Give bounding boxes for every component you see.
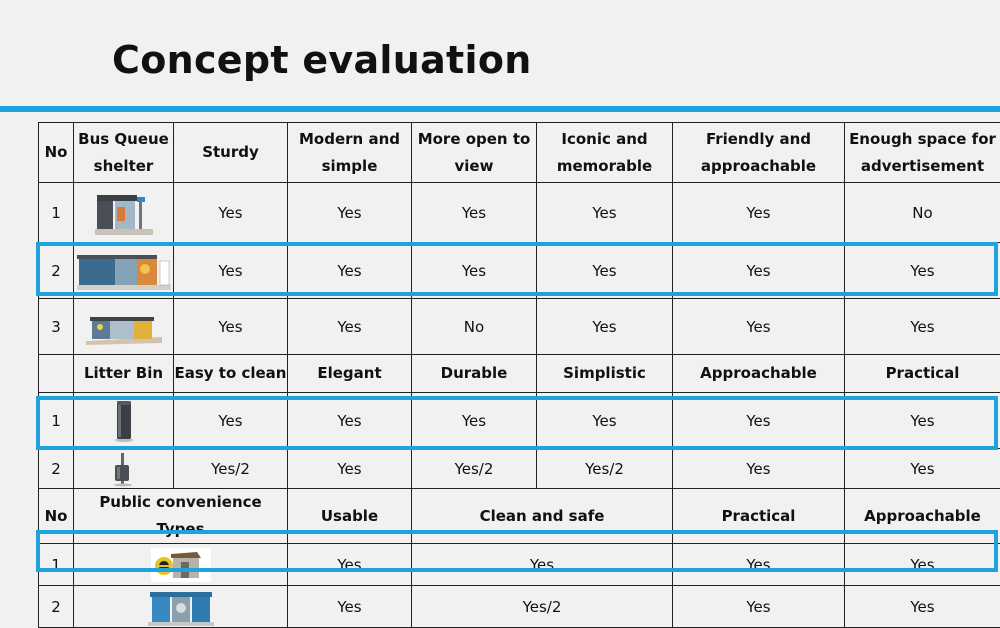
cell-value: Yes/2 bbox=[174, 449, 288, 489]
title-divider bbox=[0, 106, 1000, 112]
bus-shelter-1-image bbox=[74, 183, 174, 243]
table-row: 1 Yes Yes Yes Yes Yes No bbox=[39, 183, 1000, 243]
cell-value: Yes bbox=[673, 449, 845, 489]
col-header-approachable: Approachable bbox=[673, 355, 845, 393]
cell-value: Yes bbox=[174, 393, 288, 449]
row-number: 3 bbox=[39, 299, 74, 355]
cell-value: Yes bbox=[537, 393, 673, 449]
cell-value: Yes bbox=[537, 243, 673, 299]
cell-value: Yes bbox=[288, 243, 412, 299]
cell-value: Yes bbox=[673, 183, 845, 243]
cell-value: Yes bbox=[288, 299, 412, 355]
cell-value: Yes bbox=[673, 586, 845, 628]
cell-value: Yes bbox=[412, 183, 537, 243]
cell-value: Yes bbox=[673, 393, 845, 449]
col-header-modern-and-simple: Modern and simple bbox=[288, 123, 412, 183]
cell-value: Yes bbox=[288, 393, 412, 449]
bus-header-row: No Bus Queue shelter Sturdy Modern and s… bbox=[39, 123, 1000, 183]
cell-value: Yes bbox=[174, 183, 288, 243]
col-header-simplistic: Simplistic bbox=[537, 355, 673, 393]
table-row: 2 Yes Yes Yes Yes Yes Yes bbox=[39, 243, 1000, 299]
cell-value: Yes bbox=[288, 449, 412, 489]
col-header-friendly-and-approachable: Friendly and approachable bbox=[673, 123, 845, 183]
cell-value: Yes bbox=[537, 299, 673, 355]
bin-header-row: Litter Bin Easy to clean Elegant Durable… bbox=[39, 355, 1000, 393]
cell-value: Yes bbox=[845, 299, 1000, 355]
bus-shelter-3-image bbox=[74, 299, 174, 355]
page-title: Concept evaluation bbox=[112, 38, 532, 82]
col-header-durable: Durable bbox=[412, 355, 537, 393]
cell-value: Yes/2 bbox=[412, 586, 673, 628]
col-header-enough-space-for-advertisement: Enough space for advertisement bbox=[845, 123, 1000, 183]
cell-value: Yes/2 bbox=[537, 449, 673, 489]
table-row: 1 Yes Yes Yes Yes bbox=[39, 544, 1000, 586]
table-row: 3 Yes Yes No Yes Yes Yes bbox=[39, 299, 1000, 355]
cell-value: Yes bbox=[412, 393, 537, 449]
public-convenience-1-image bbox=[74, 544, 288, 586]
row-number: 1 bbox=[39, 393, 74, 449]
cell-value: Yes bbox=[288, 586, 412, 628]
col-header-blank bbox=[39, 355, 74, 393]
col-header-sturdy: Sturdy bbox=[174, 123, 288, 183]
cell-value: Yes bbox=[845, 544, 1000, 586]
cell-value: No bbox=[845, 183, 1000, 243]
col-header-public-convenience-types: Public convenience Types bbox=[74, 489, 288, 544]
cell-value: Yes bbox=[673, 243, 845, 299]
table-row: 2 Yes/2 Yes Yes/2 Yes/2 Yes Yes bbox=[39, 449, 1000, 489]
litter-bin-2-image bbox=[74, 449, 174, 489]
col-header-easy-to-clean: Easy to clean bbox=[174, 355, 288, 393]
cell-value: Yes bbox=[537, 183, 673, 243]
evaluation-table: No Bus Queue shelter Sturdy Modern and s… bbox=[38, 122, 1000, 628]
col-header-approachable: Approachable bbox=[845, 489, 1000, 544]
col-header-bus-queue-shelter: Bus Queue shelter bbox=[74, 123, 174, 183]
litter-bin-1-image bbox=[74, 393, 174, 449]
cell-value: Yes bbox=[673, 299, 845, 355]
cell-value: No bbox=[412, 299, 537, 355]
col-header-no: No bbox=[39, 489, 74, 544]
col-header-practical: Practical bbox=[845, 355, 1000, 393]
cell-value: Yes bbox=[412, 243, 537, 299]
row-number: 1 bbox=[39, 544, 74, 586]
cell-value: Yes bbox=[174, 299, 288, 355]
col-header-litter-bin: Litter Bin bbox=[74, 355, 174, 393]
cell-value: Yes bbox=[288, 544, 412, 586]
col-header-more-open-to-view: More open to view bbox=[412, 123, 537, 183]
public-convenience-2-image bbox=[74, 586, 288, 628]
row-number: 2 bbox=[39, 449, 74, 489]
row-number: 1 bbox=[39, 183, 74, 243]
cell-value: Yes bbox=[845, 243, 1000, 299]
toilet-header-row: No Public convenience Types Usable Clean… bbox=[39, 489, 1000, 544]
cell-value: Yes bbox=[288, 183, 412, 243]
bus-shelter-2-image bbox=[74, 243, 174, 299]
cell-value: Yes bbox=[673, 544, 845, 586]
col-header-practical: Practical bbox=[673, 489, 845, 544]
col-header-clean-and-safe: Clean and safe bbox=[412, 489, 673, 544]
cell-value: Yes bbox=[845, 449, 1000, 489]
col-header-iconic-and-memorable: Iconic and memorable bbox=[537, 123, 673, 183]
row-number: 2 bbox=[39, 586, 74, 628]
col-header-elegant: Elegant bbox=[288, 355, 412, 393]
row-number: 2 bbox=[39, 243, 74, 299]
cell-value: Yes/2 bbox=[412, 449, 537, 489]
table-row: 2 Yes Yes/2 Yes Yes bbox=[39, 586, 1000, 628]
col-header-usable: Usable bbox=[288, 489, 412, 544]
cell-value: Yes bbox=[412, 544, 673, 586]
cell-value: Yes bbox=[845, 393, 1000, 449]
table-row: 1 Yes Yes Yes Yes Yes Yes bbox=[39, 393, 1000, 449]
col-header-no: No bbox=[39, 123, 74, 183]
cell-value: Yes bbox=[174, 243, 288, 299]
cell-value: Yes bbox=[845, 586, 1000, 628]
